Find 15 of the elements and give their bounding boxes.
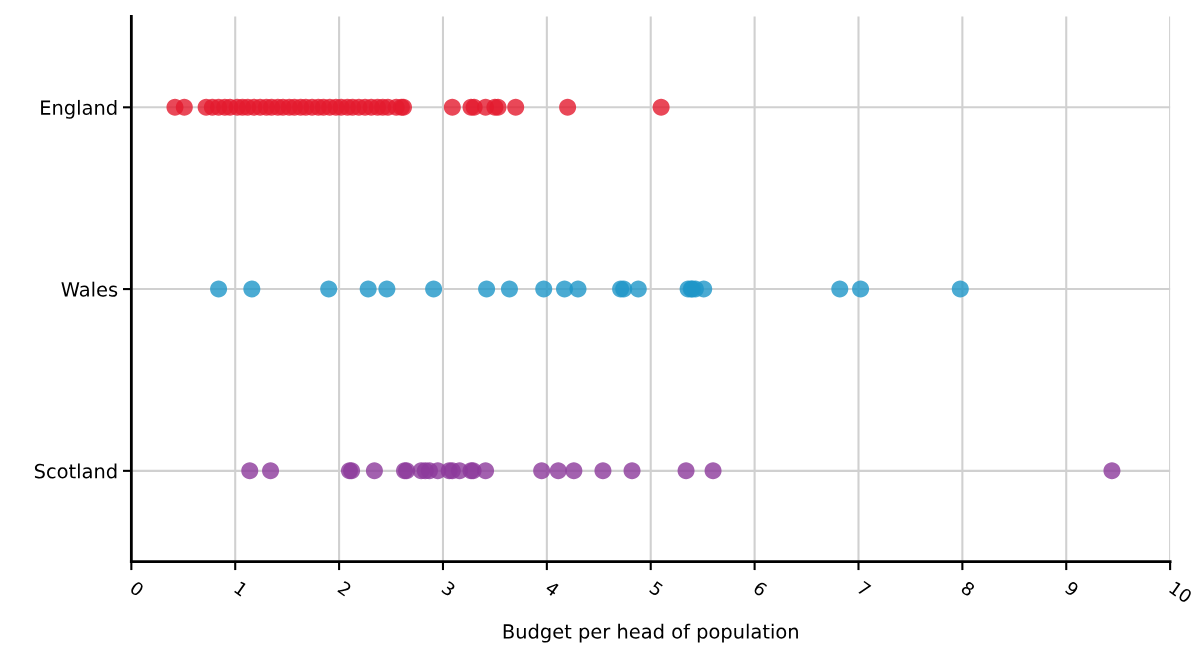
x-tick-label: 6 bbox=[752, 580, 768, 597]
x-tick-label: 5 bbox=[648, 580, 664, 597]
x-tick-label: 1 bbox=[233, 581, 248, 597]
x-tick-label: 8 bbox=[960, 580, 976, 597]
x-tick-label: 2 bbox=[337, 580, 352, 597]
x-tick-label: 4 bbox=[544, 580, 561, 597]
x-tick-label: 10 bbox=[1168, 580, 1193, 604]
x-tick-label: 0 bbox=[129, 580, 145, 597]
x-axis-title: Budget per head of population bbox=[503, 623, 798, 643]
x-tick-label: 3 bbox=[441, 580, 457, 597]
x-tick-label: 7 bbox=[856, 580, 872, 597]
y-tick-label: Scotland bbox=[34, 463, 117, 479]
x-tick-label: 9 bbox=[1064, 580, 1080, 597]
y-tick-label: Wales bbox=[61, 281, 118, 297]
y-tick-label: England bbox=[41, 99, 117, 119]
